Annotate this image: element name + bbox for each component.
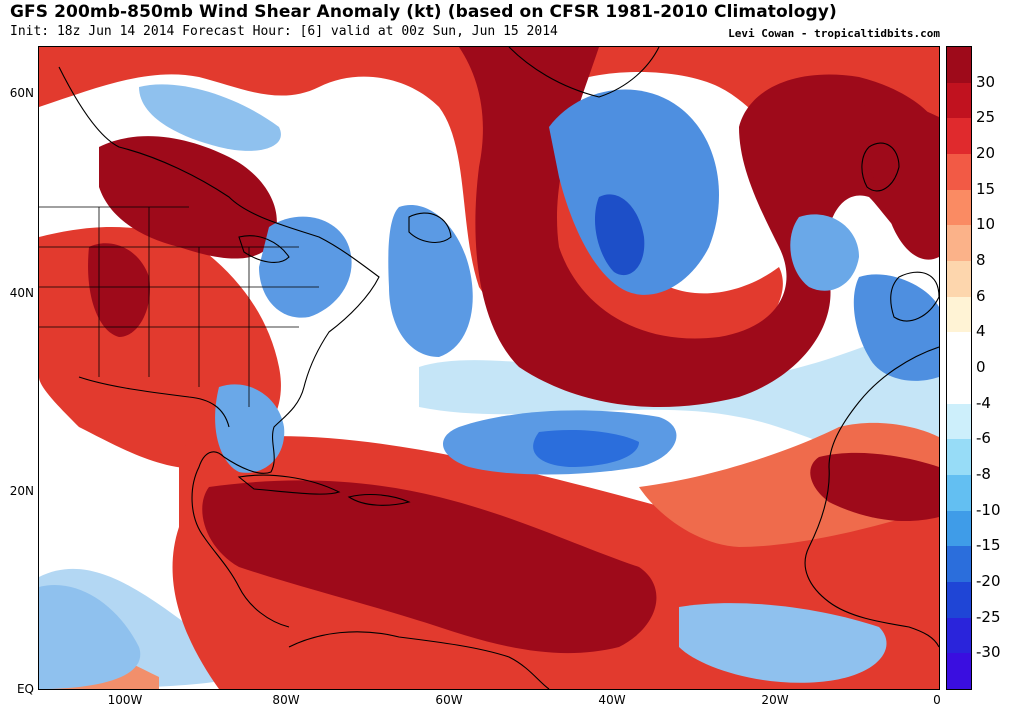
colorbar-label: -8 xyxy=(976,465,991,483)
colorbar-swatch xyxy=(947,82,971,119)
lon-label-40w: 40W xyxy=(598,693,626,707)
colorbar-swatch xyxy=(947,118,971,154)
anomaly-strong-positive-region xyxy=(202,480,657,654)
anomaly-negative-region xyxy=(853,274,939,381)
lat-label-60n: 60N xyxy=(9,86,34,100)
anomaly-strong-positive-region xyxy=(88,243,150,337)
forecast-info: Init: 18z Jun 14 2014 Forecast Hour: [6]… xyxy=(10,24,558,39)
lon-label-0: 0 xyxy=(933,693,941,707)
lon-label-80w: 80W xyxy=(272,693,300,707)
colorbar-label: 8 xyxy=(976,251,986,269)
colorbar-label: 30 xyxy=(976,72,996,91)
anomaly-strong-positive-region xyxy=(459,47,939,407)
cuba-coastline xyxy=(237,474,341,495)
colorbar-swatch xyxy=(947,189,971,226)
colorbar-label: 0 xyxy=(976,358,986,376)
lakes-outline xyxy=(238,235,290,263)
colorbar-swatch xyxy=(947,153,971,190)
anomaly-negative-region xyxy=(549,89,719,295)
lat-label-20n: 20N xyxy=(9,484,34,498)
hispaniola-coastline xyxy=(347,493,411,506)
anomaly-strong-positive-region xyxy=(858,102,939,260)
gulf-coastline xyxy=(78,376,230,428)
colorbar-label: 25 xyxy=(976,108,996,127)
colorbar-swatch xyxy=(947,296,971,333)
coastlines xyxy=(58,47,939,689)
colorbar-swatch xyxy=(947,474,971,511)
colorbar-swatch xyxy=(947,439,971,475)
colorbar-label: -30 xyxy=(976,643,1001,662)
anomaly-negative-region xyxy=(139,84,281,151)
anomaly-negative-region xyxy=(39,585,141,689)
colorbar-label: 10 xyxy=(976,215,996,234)
colorbar-label: 15 xyxy=(976,179,996,198)
author-credit: Levi Cowan - tropicaltidbits.com xyxy=(728,27,940,40)
colorbar-label: 20 xyxy=(976,144,996,162)
colorbar-swatch xyxy=(947,260,971,297)
colorbar-label: -4 xyxy=(976,393,991,412)
colorbar-swatch xyxy=(947,225,971,261)
africa-coastline xyxy=(804,346,939,648)
colorbar-swatch xyxy=(947,653,971,689)
colorbar-swatch xyxy=(947,617,971,654)
lat-label-40n: 40N xyxy=(9,286,34,300)
british-isles-coastline xyxy=(861,142,900,192)
map-canvas xyxy=(39,47,939,689)
lon-label-60w: 60W xyxy=(435,693,463,707)
newfoundland-coastline xyxy=(408,212,452,243)
lat-label-eq: EQ xyxy=(16,682,34,696)
anomaly-strong-positive-region xyxy=(99,136,277,259)
state-borders xyxy=(39,206,319,407)
anomaly-negative-region xyxy=(679,603,887,683)
colorbar-label: 6 xyxy=(976,286,986,305)
lon-label-20w: 20W xyxy=(761,693,789,707)
colorbar-label: 4 xyxy=(976,322,986,341)
anomaly-negative-region xyxy=(790,214,859,291)
colorbar-swatch xyxy=(947,546,971,582)
colorbar-swatch xyxy=(947,581,971,618)
colorbar-label: -20 xyxy=(976,572,1001,590)
anomaly-strong-positive-region xyxy=(810,452,939,522)
south-america-coastline xyxy=(288,631,550,689)
anomaly-strong-negative-region xyxy=(594,194,645,276)
greenland-coastline xyxy=(508,47,660,98)
colorbar-swatch xyxy=(947,510,971,547)
colorbar-swatch xyxy=(947,367,971,404)
north-america-coastline xyxy=(58,66,380,628)
colorbar-label: -10 xyxy=(976,500,1001,519)
anomaly-strong-negative-region xyxy=(533,430,639,467)
lon-label-100w: 100W xyxy=(107,693,143,707)
colorbar-label: -6 xyxy=(976,429,991,448)
colorbar-swatch xyxy=(947,332,971,368)
colorbar-swatch xyxy=(947,47,971,83)
shear-anomaly-map xyxy=(38,46,940,690)
chart-title: GFS 200mb-850mb Wind Shear Anomaly (kt) … xyxy=(10,2,837,22)
colorbar-swatch xyxy=(947,403,971,440)
anomaly-negative-region xyxy=(388,205,473,357)
anomaly-negative-region xyxy=(215,384,285,473)
colorbar-label: -15 xyxy=(976,536,1001,555)
colorbar xyxy=(946,46,972,690)
iberia-coastline xyxy=(890,271,939,322)
colorbar-label: -25 xyxy=(976,607,1001,626)
